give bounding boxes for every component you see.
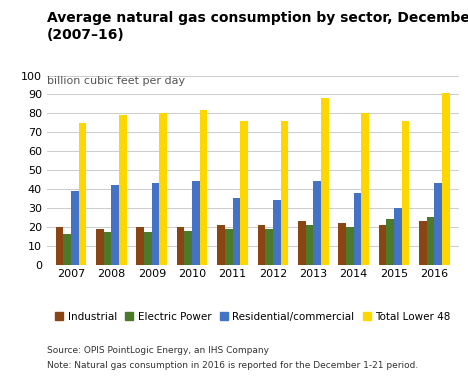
Bar (273, 200, 281, 265)
Bar (281, 121, 288, 265)
Legend: Industrial, Electric Power, Residential/commercial, Total Lower 48: Industrial, Electric Power, Residential/… (51, 308, 454, 326)
Text: Note: Natural gas consumption in 2016 is reported for the December 1-21 period.: Note: Natural gas consumption in 2016 is… (47, 361, 418, 370)
Bar (225, 229, 233, 265)
Text: Source: OPIS PointLogic Energy, an IHS Company: Source: OPIS PointLogic Energy, an IHS C… (47, 346, 269, 355)
Bar (298, 221, 306, 265)
Bar (192, 181, 200, 265)
Bar (394, 208, 402, 265)
Bar (427, 217, 434, 265)
Bar (184, 231, 192, 265)
Bar (137, 227, 144, 265)
Bar (104, 232, 111, 265)
Bar (200, 110, 207, 265)
Bar (402, 121, 410, 265)
Bar (63, 234, 71, 265)
Bar (96, 229, 104, 265)
Bar (111, 185, 119, 265)
Text: billion cubic feet per day: billion cubic feet per day (47, 76, 185, 85)
Text: Average natural gas consumption by sector, December
(2007–16): Average natural gas consumption by secto… (47, 11, 468, 42)
Bar (217, 225, 225, 265)
Bar (434, 183, 442, 265)
Bar (387, 219, 394, 265)
Bar (306, 225, 313, 265)
Bar (354, 193, 361, 265)
Bar (240, 121, 248, 265)
Bar (160, 113, 167, 265)
Bar (71, 191, 79, 265)
Bar (265, 229, 273, 265)
Bar (257, 225, 265, 265)
Bar (79, 123, 87, 265)
Bar (56, 227, 63, 265)
Bar (379, 225, 387, 265)
Bar (144, 232, 152, 265)
Bar (152, 183, 160, 265)
Bar (361, 113, 369, 265)
Bar (321, 98, 329, 265)
Bar (346, 227, 354, 265)
Bar (177, 227, 184, 265)
Bar (119, 115, 127, 265)
Bar (419, 221, 427, 265)
Bar (442, 93, 450, 265)
Bar (313, 181, 321, 265)
Bar (233, 198, 240, 265)
Bar (338, 223, 346, 265)
